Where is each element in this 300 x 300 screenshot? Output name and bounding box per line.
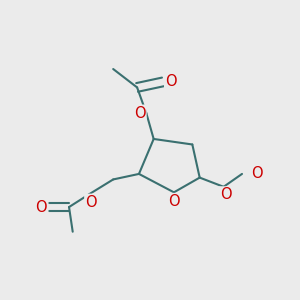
Text: O: O bbox=[168, 194, 180, 209]
Text: O: O bbox=[220, 188, 231, 202]
Text: O: O bbox=[85, 195, 97, 210]
Text: O: O bbox=[165, 74, 177, 89]
Text: O: O bbox=[251, 167, 262, 182]
Text: O: O bbox=[36, 200, 47, 214]
Text: O: O bbox=[134, 106, 146, 121]
